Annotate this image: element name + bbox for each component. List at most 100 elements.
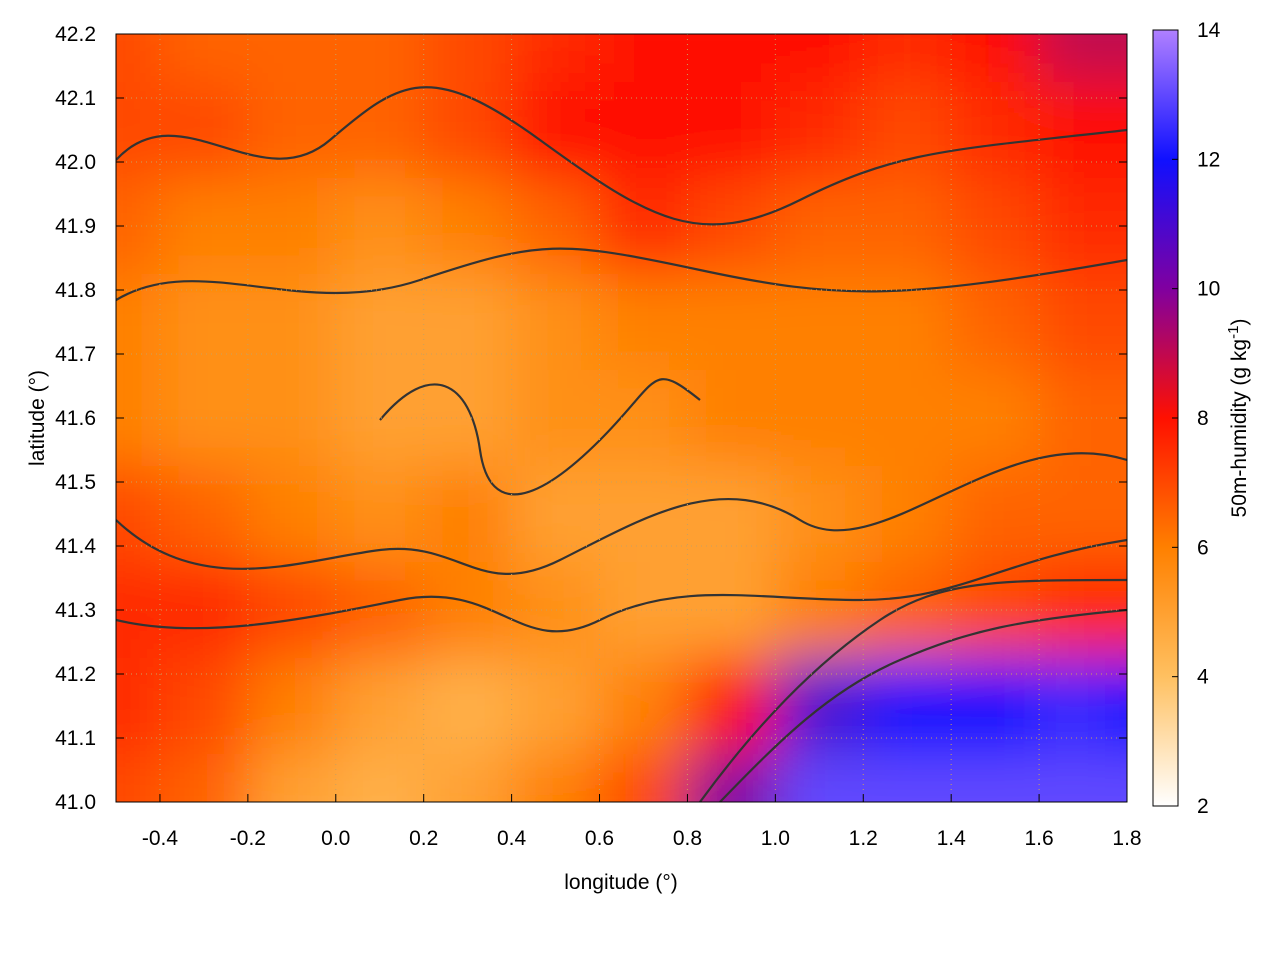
contour-line [116, 538, 1127, 633]
contour-line [719, 608, 1127, 802]
heatmap-cell [775, 754, 865, 802]
heatmap-cell [247, 466, 337, 563]
colorbar-tick-label: 8 [1197, 407, 1209, 430]
heatmap-cell [423, 370, 513, 467]
heatmap-cell [423, 658, 513, 755]
contour-line [116, 247, 1127, 301]
heatmap-cell [159, 178, 249, 275]
heatmap-cell [599, 274, 689, 371]
heatmap-cell [1039, 178, 1107, 275]
heatmap-cell [951, 562, 1041, 659]
y-axis-label: latitude (°) [26, 370, 49, 466]
x-axis: -0.4 -0.2 0.0 0.2 0.4 0.6 0.8 1.0 1.2 1.4 1.6 1.8 [142, 794, 1142, 850]
x-axis-label: longitude (°) [564, 871, 677, 894]
x-tick-label: 0.4 [497, 827, 527, 850]
y-tick-label: 41.6 [55, 407, 96, 430]
colorbar-tick-label: 10 [1197, 278, 1220, 301]
colorbar-ticks: 2 4 6 8 10 12 14 [1172, 19, 1221, 818]
heatmap-cell [247, 658, 337, 755]
heatmap-cell [511, 34, 601, 83]
heatmap-cell [511, 754, 601, 802]
y-tick-label: 41.4 [55, 535, 96, 558]
x-tick-label: 0.6 [585, 827, 614, 850]
heatmap-cell [159, 34, 249, 83]
heatmap-cell [1105, 466, 1127, 563]
heatmap-cell [159, 466, 249, 563]
x-tick-label: 1.4 [937, 827, 967, 850]
heatmap-cell [687, 34, 777, 83]
heatmap-cell [335, 754, 425, 802]
heatmap-cell [951, 274, 1041, 371]
heatmap-cell [159, 370, 249, 467]
heatmap-cell [863, 82, 953, 179]
heatmap-cell [951, 658, 1041, 755]
heatmap-cell [775, 562, 865, 659]
heatmap-cell [1105, 34, 1127, 83]
heatmap-cell [511, 466, 601, 563]
colorbar-tick-label: 14 [1197, 19, 1221, 42]
y-tick-label: 42.2 [55, 23, 96, 46]
x-tick-label: -0.2 [230, 827, 266, 850]
heatmap-cell [1039, 34, 1107, 83]
heatmap-cell [335, 466, 425, 563]
heatmap-cell [423, 466, 513, 563]
heatmap-cell [159, 562, 249, 659]
heatmap-cell [687, 82, 777, 179]
heatmap-cell [1039, 82, 1107, 179]
x-tick-label: 0.8 [673, 827, 702, 850]
contour-line [116, 86, 1127, 226]
heatmap-cell [423, 34, 513, 83]
heatmap-cell [247, 754, 337, 802]
heatmap-cell [1105, 274, 1127, 371]
heatmap-cell [1039, 754, 1107, 802]
heatmap-cell [863, 562, 953, 659]
heatmap-cell [599, 178, 689, 275]
y-tick-label: 41.8 [55, 279, 96, 302]
heatmap-cell [863, 34, 953, 83]
heatmap-cell [775, 178, 865, 275]
heatmap-cell [863, 658, 953, 755]
contour-line [699, 578, 1127, 802]
heatmap-cell [1039, 466, 1107, 563]
colorbar-tick-label: 6 [1197, 536, 1209, 559]
x-tick-label: 0.0 [321, 827, 350, 850]
heatmap-cell [951, 178, 1041, 275]
y-tick-label: 42.0 [55, 151, 96, 174]
y-tick-label: 42.1 [55, 87, 96, 110]
heatmap-cell [951, 754, 1041, 802]
heatmap-cell [775, 370, 865, 467]
heatmap-cell [599, 562, 689, 659]
heatmap-cell [951, 82, 1041, 179]
heatmap-cell [863, 178, 953, 275]
heatmap-cell [159, 82, 249, 179]
heatmap-cell [335, 658, 425, 755]
heatmap-cell [1039, 274, 1107, 371]
heatmap-cell [863, 370, 953, 467]
heatmap-cell [599, 466, 689, 563]
x-tick-label: 1.6 [1024, 827, 1053, 850]
x-tick-label: 0.2 [409, 827, 438, 850]
heatmap-cell [863, 754, 953, 802]
heatmap-cell [775, 658, 865, 755]
x-tick-label: 1.2 [849, 827, 878, 850]
heatmap-cell [423, 274, 513, 371]
y-tick-label: 41.3 [55, 599, 96, 622]
y-tick-label: 41.9 [55, 215, 96, 238]
heatmap-cell [1039, 370, 1107, 467]
y-tick-label: 41.0 [55, 791, 96, 814]
heatmap-cell [951, 370, 1041, 467]
heatmap-cell [687, 658, 777, 755]
heatmap-cell [511, 274, 601, 371]
x-tick-label: -0.4 [142, 827, 179, 850]
x-tick-label: 1.0 [761, 827, 790, 850]
heatmap-cell [775, 82, 865, 179]
y-tick-label: 41.1 [55, 727, 96, 750]
heatmap-cells [116, 34, 1127, 802]
heatmap-cell [599, 370, 689, 467]
contour-line [116, 452, 1127, 576]
contour-lines [116, 86, 1127, 802]
heatmap-cell [423, 178, 513, 275]
y-tick-label: 41.7 [55, 343, 96, 366]
